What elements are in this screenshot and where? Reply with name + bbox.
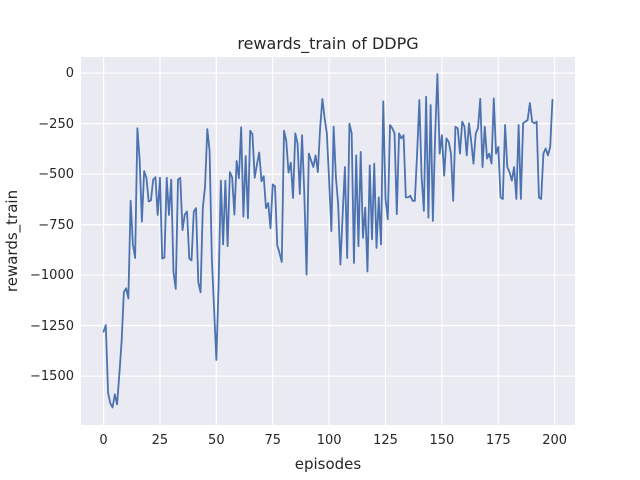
x-tick-label: 75 bbox=[264, 433, 281, 448]
x-tick-label: 150 bbox=[429, 433, 455, 448]
y-tick-label: −500 bbox=[38, 167, 74, 183]
chart-title: rewards_train of DDPG bbox=[237, 34, 419, 53]
x-tick-label: 200 bbox=[542, 433, 568, 448]
y-tick-label: −750 bbox=[38, 217, 74, 233]
x-tick-label: 25 bbox=[151, 433, 169, 448]
plot-area bbox=[81, 57, 575, 425]
line-chart-canvas bbox=[81, 57, 575, 425]
x-tick-label: 175 bbox=[485, 433, 511, 448]
y-tick-label: −250 bbox=[38, 116, 74, 132]
y-axis-label-text: rewards_train bbox=[3, 189, 21, 293]
x-tick-label: 50 bbox=[208, 433, 225, 448]
y-tick-label: −1000 bbox=[30, 268, 74, 284]
y-tick-label: −1250 bbox=[30, 318, 74, 334]
x-tick-label: 0 bbox=[99, 433, 108, 448]
x-tick-label: 125 bbox=[373, 433, 398, 448]
line-series-rewards_train bbox=[102, 73, 554, 409]
x-tick-label: 100 bbox=[316, 433, 342, 448]
y-tick-label: 0 bbox=[65, 66, 74, 82]
x-axis-label: episodes bbox=[294, 455, 362, 473]
y-tick-label: −1500 bbox=[30, 369, 74, 385]
